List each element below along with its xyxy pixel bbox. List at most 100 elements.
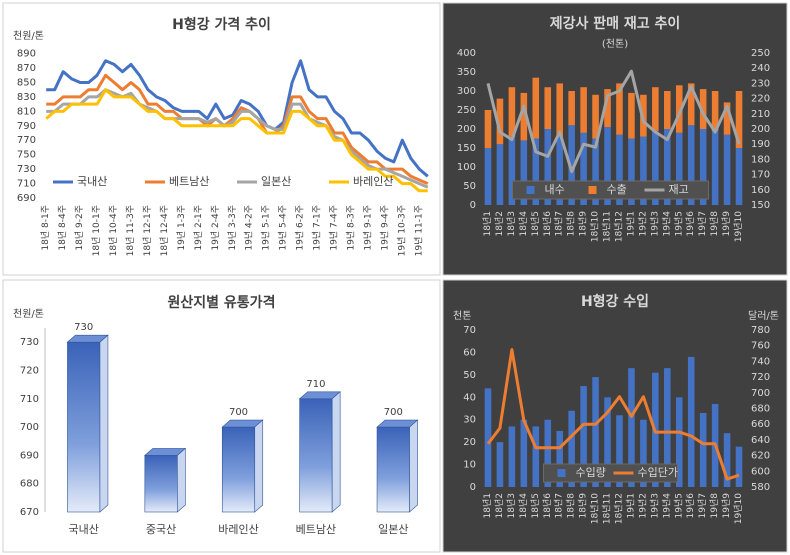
- bar: [556, 430, 563, 487]
- legend-label: 베트남산: [169, 175, 209, 188]
- chart-title: 원산지별 유통가격: [168, 294, 276, 311]
- x-tick-label: 19년10: [733, 493, 744, 524]
- y-tick-label: 730: [20, 337, 39, 348]
- chart-title: H형강 수입: [581, 293, 649, 310]
- y2-tick-label: 620: [751, 451, 770, 462]
- legend-box: [512, 180, 709, 200]
- y-tick-label: 30: [463, 415, 476, 426]
- bar: [556, 136, 563, 205]
- x-tick-label: 19년 8-3주: [345, 205, 356, 251]
- bar: [640, 136, 647, 205]
- chart-title: H형강 가격 추이: [172, 16, 271, 33]
- bar: [496, 144, 504, 205]
- x-tick-label: 19년3: [649, 493, 660, 518]
- y2-tick-label: 780: [751, 325, 770, 336]
- y-tick-label: 720: [20, 365, 39, 376]
- x-tick-label: 19년2: [637, 211, 648, 236]
- x-tick-label: 19년7: [697, 493, 708, 518]
- y-tick-label: 50: [463, 370, 476, 381]
- line-series: [486, 69, 741, 174]
- x-tick-label: 19년 10-3주: [396, 205, 407, 256]
- bar: [520, 140, 528, 205]
- x-tick-label: 18년12: [613, 493, 624, 524]
- bar: [604, 397, 611, 487]
- panel-background: [2, 2, 441, 276]
- y-tick-label: 350: [457, 67, 476, 78]
- data-label: 710: [306, 379, 325, 390]
- y-tick-label: 0: [470, 200, 476, 211]
- x-tick-label: 18년4: [518, 493, 529, 519]
- bar: [699, 129, 707, 205]
- bar-side: [331, 391, 341, 513]
- x-tick-label: 일본산: [378, 522, 408, 536]
- x-tick-label: 18년2: [494, 211, 505, 236]
- x-tick-label: 19년5: [673, 493, 684, 518]
- bar: [532, 426, 540, 487]
- bar: [616, 83, 623, 135]
- x-tick-label: 18년11: [602, 493, 613, 524]
- legend-swatch: [588, 186, 597, 194]
- bar: [568, 410, 575, 487]
- bar: [699, 89, 707, 129]
- y-tick-label: 70: [463, 325, 476, 336]
- x-tick-label: 18년3: [506, 493, 517, 518]
- bar: [604, 127, 611, 205]
- bar: [544, 129, 552, 205]
- y2-tick-label: 210: [751, 109, 770, 120]
- x-tick-label: 18년11: [602, 211, 613, 242]
- y2-tick-label: 660: [751, 419, 770, 430]
- bar: [568, 91, 575, 126]
- y-tick-label: 20: [463, 437, 476, 448]
- bar: [544, 419, 552, 487]
- bar: [735, 148, 743, 205]
- x-tick-label: 18년4: [518, 211, 529, 237]
- bar: [628, 92, 635, 139]
- bar-side: [409, 419, 418, 513]
- x-tick-label: 19년 9-4주: [379, 205, 390, 251]
- x-tick-label: 19년1: [625, 493, 636, 518]
- bar: [687, 356, 695, 487]
- x-tick-label: 19년8: [709, 211, 720, 237]
- y2-tick-label: 250: [751, 48, 770, 59]
- y-tick-label: 890: [17, 49, 36, 60]
- x-tick-label: 중국산: [146, 523, 176, 536]
- bar: [675, 85, 683, 133]
- y-tick-label: 150: [457, 143, 476, 154]
- legend-swatch: [526, 186, 535, 194]
- x-tick-label: 19년9: [721, 211, 732, 237]
- bar: [735, 91, 743, 148]
- bar: [508, 136, 516, 205]
- y2-tick-label: 160: [751, 185, 770, 196]
- bar: [652, 130, 659, 205]
- y2-tick-label: 700: [751, 388, 770, 399]
- y-tick-label: 400: [457, 48, 476, 59]
- x-tick-label: 19년6: [685, 493, 696, 519]
- bar: [664, 129, 671, 205]
- legend-swatch: [557, 469, 566, 477]
- y2-tick-label: 640: [751, 435, 770, 446]
- x-tick-label: 18년6: [542, 211, 553, 237]
- bar: [556, 83, 563, 137]
- x-tick-label: 18년7: [554, 211, 565, 236]
- x-tick-label: 19년 7-4주: [329, 205, 340, 251]
- x-tick-label: 18년 9-2주: [74, 205, 85, 251]
- y2-tick-label: 180: [751, 154, 770, 165]
- y-tick-label: 810: [17, 106, 36, 117]
- x-tick-label: 19년 11-1주: [413, 205, 424, 256]
- y2-tick-label: 200: [751, 124, 770, 135]
- x-tick-label: 18년8: [566, 211, 577, 237]
- bar: [711, 91, 719, 131]
- x-tick-label: 19년 6-2주: [295, 205, 306, 251]
- x-tick-label: 18년9: [578, 211, 589, 237]
- line-series: [486, 348, 740, 481]
- bar: [580, 87, 587, 133]
- x-tick-label: 19년 2-4주: [210, 205, 221, 251]
- x-tick-label: 19년 5-4주: [278, 205, 289, 251]
- x-tick-label: 바레인산: [218, 523, 258, 536]
- bar: [484, 148, 492, 205]
- y-tick-label: 710: [20, 394, 39, 405]
- legend-box: [543, 463, 678, 483]
- x-tick-label: 19년9: [721, 493, 732, 519]
